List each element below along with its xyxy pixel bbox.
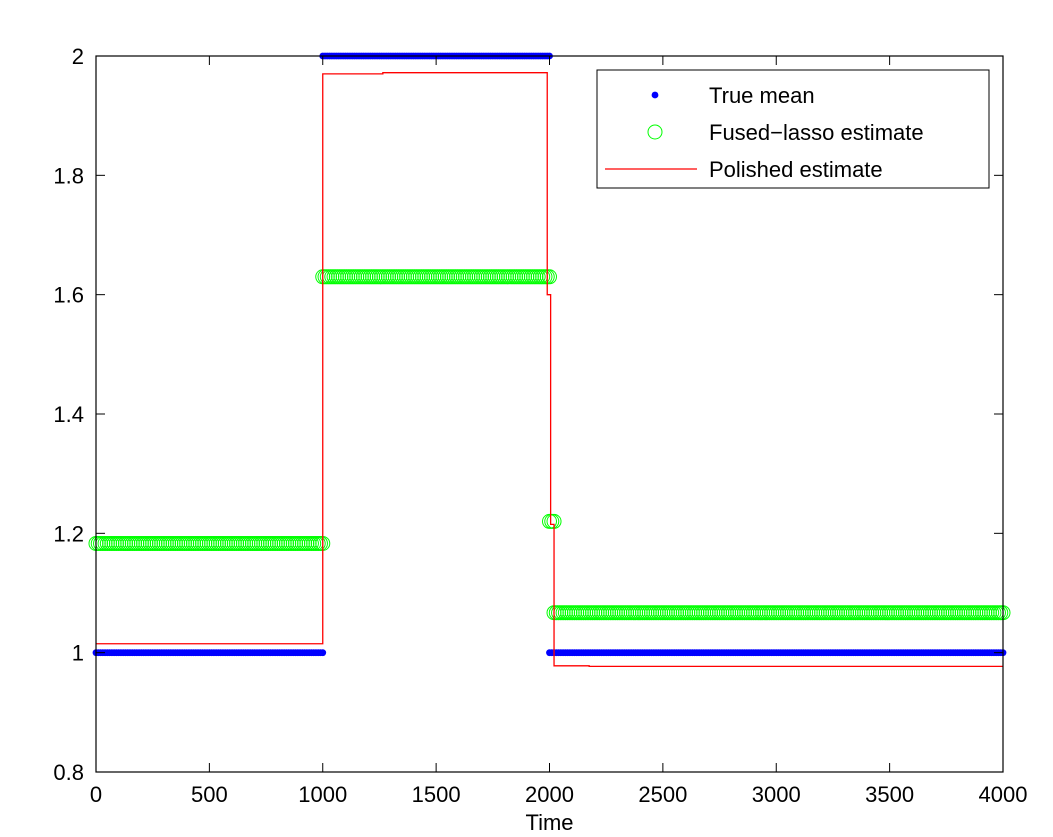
legend-fused-lasso-marker xyxy=(647,124,663,140)
legend-label: Polished estimate xyxy=(709,157,883,182)
legend-label: True mean xyxy=(709,83,815,108)
y-tick-label: 1.4 xyxy=(53,402,84,427)
x-tick-label: 1500 xyxy=(412,782,461,807)
fused-lasso-point xyxy=(542,269,557,285)
y-tick-label: 1.8 xyxy=(53,163,84,188)
polished-estimate-line xyxy=(96,72,1003,668)
x-tick-label: 4000 xyxy=(979,782,1028,807)
x-axis-label: Time xyxy=(525,810,573,835)
plot-area: 0 500 1000 1500 2000 2500 3000 3500 4000 0.8 1 1.2 1… xyxy=(53,44,1027,807)
x-tick-label: 2000 xyxy=(525,782,574,807)
y-tick-label: 2 xyxy=(72,44,84,69)
y-tick-label: 1.6 xyxy=(53,283,84,308)
legend-true-mean-marker xyxy=(651,91,659,99)
series-line xyxy=(96,72,1003,668)
ticks-layer: 0 500 1000 1500 2000 2500 3000 3500 4000 0.8 1 1.2 1… xyxy=(53,44,1027,807)
legend-label: Fused−lasso estimate xyxy=(709,120,924,145)
true-mean-point xyxy=(319,649,327,657)
series-circles xyxy=(88,269,1011,621)
x-tick-label: 0 xyxy=(90,782,102,807)
legend-box xyxy=(596,69,990,189)
y-tick-label: 1.2 xyxy=(53,521,84,546)
y-tick-label: 0.8 xyxy=(53,760,84,785)
x-tick-label: 3000 xyxy=(752,782,801,807)
x-tick-label: 2500 xyxy=(638,782,687,807)
x-tick-label: 3500 xyxy=(865,782,914,807)
legend: True mean Fused−lasso estimate Polished es… xyxy=(596,69,990,189)
x-tick-label: 500 xyxy=(191,782,228,807)
x-tick-label: 1000 xyxy=(298,782,347,807)
y-tick-label: 1 xyxy=(72,641,84,666)
